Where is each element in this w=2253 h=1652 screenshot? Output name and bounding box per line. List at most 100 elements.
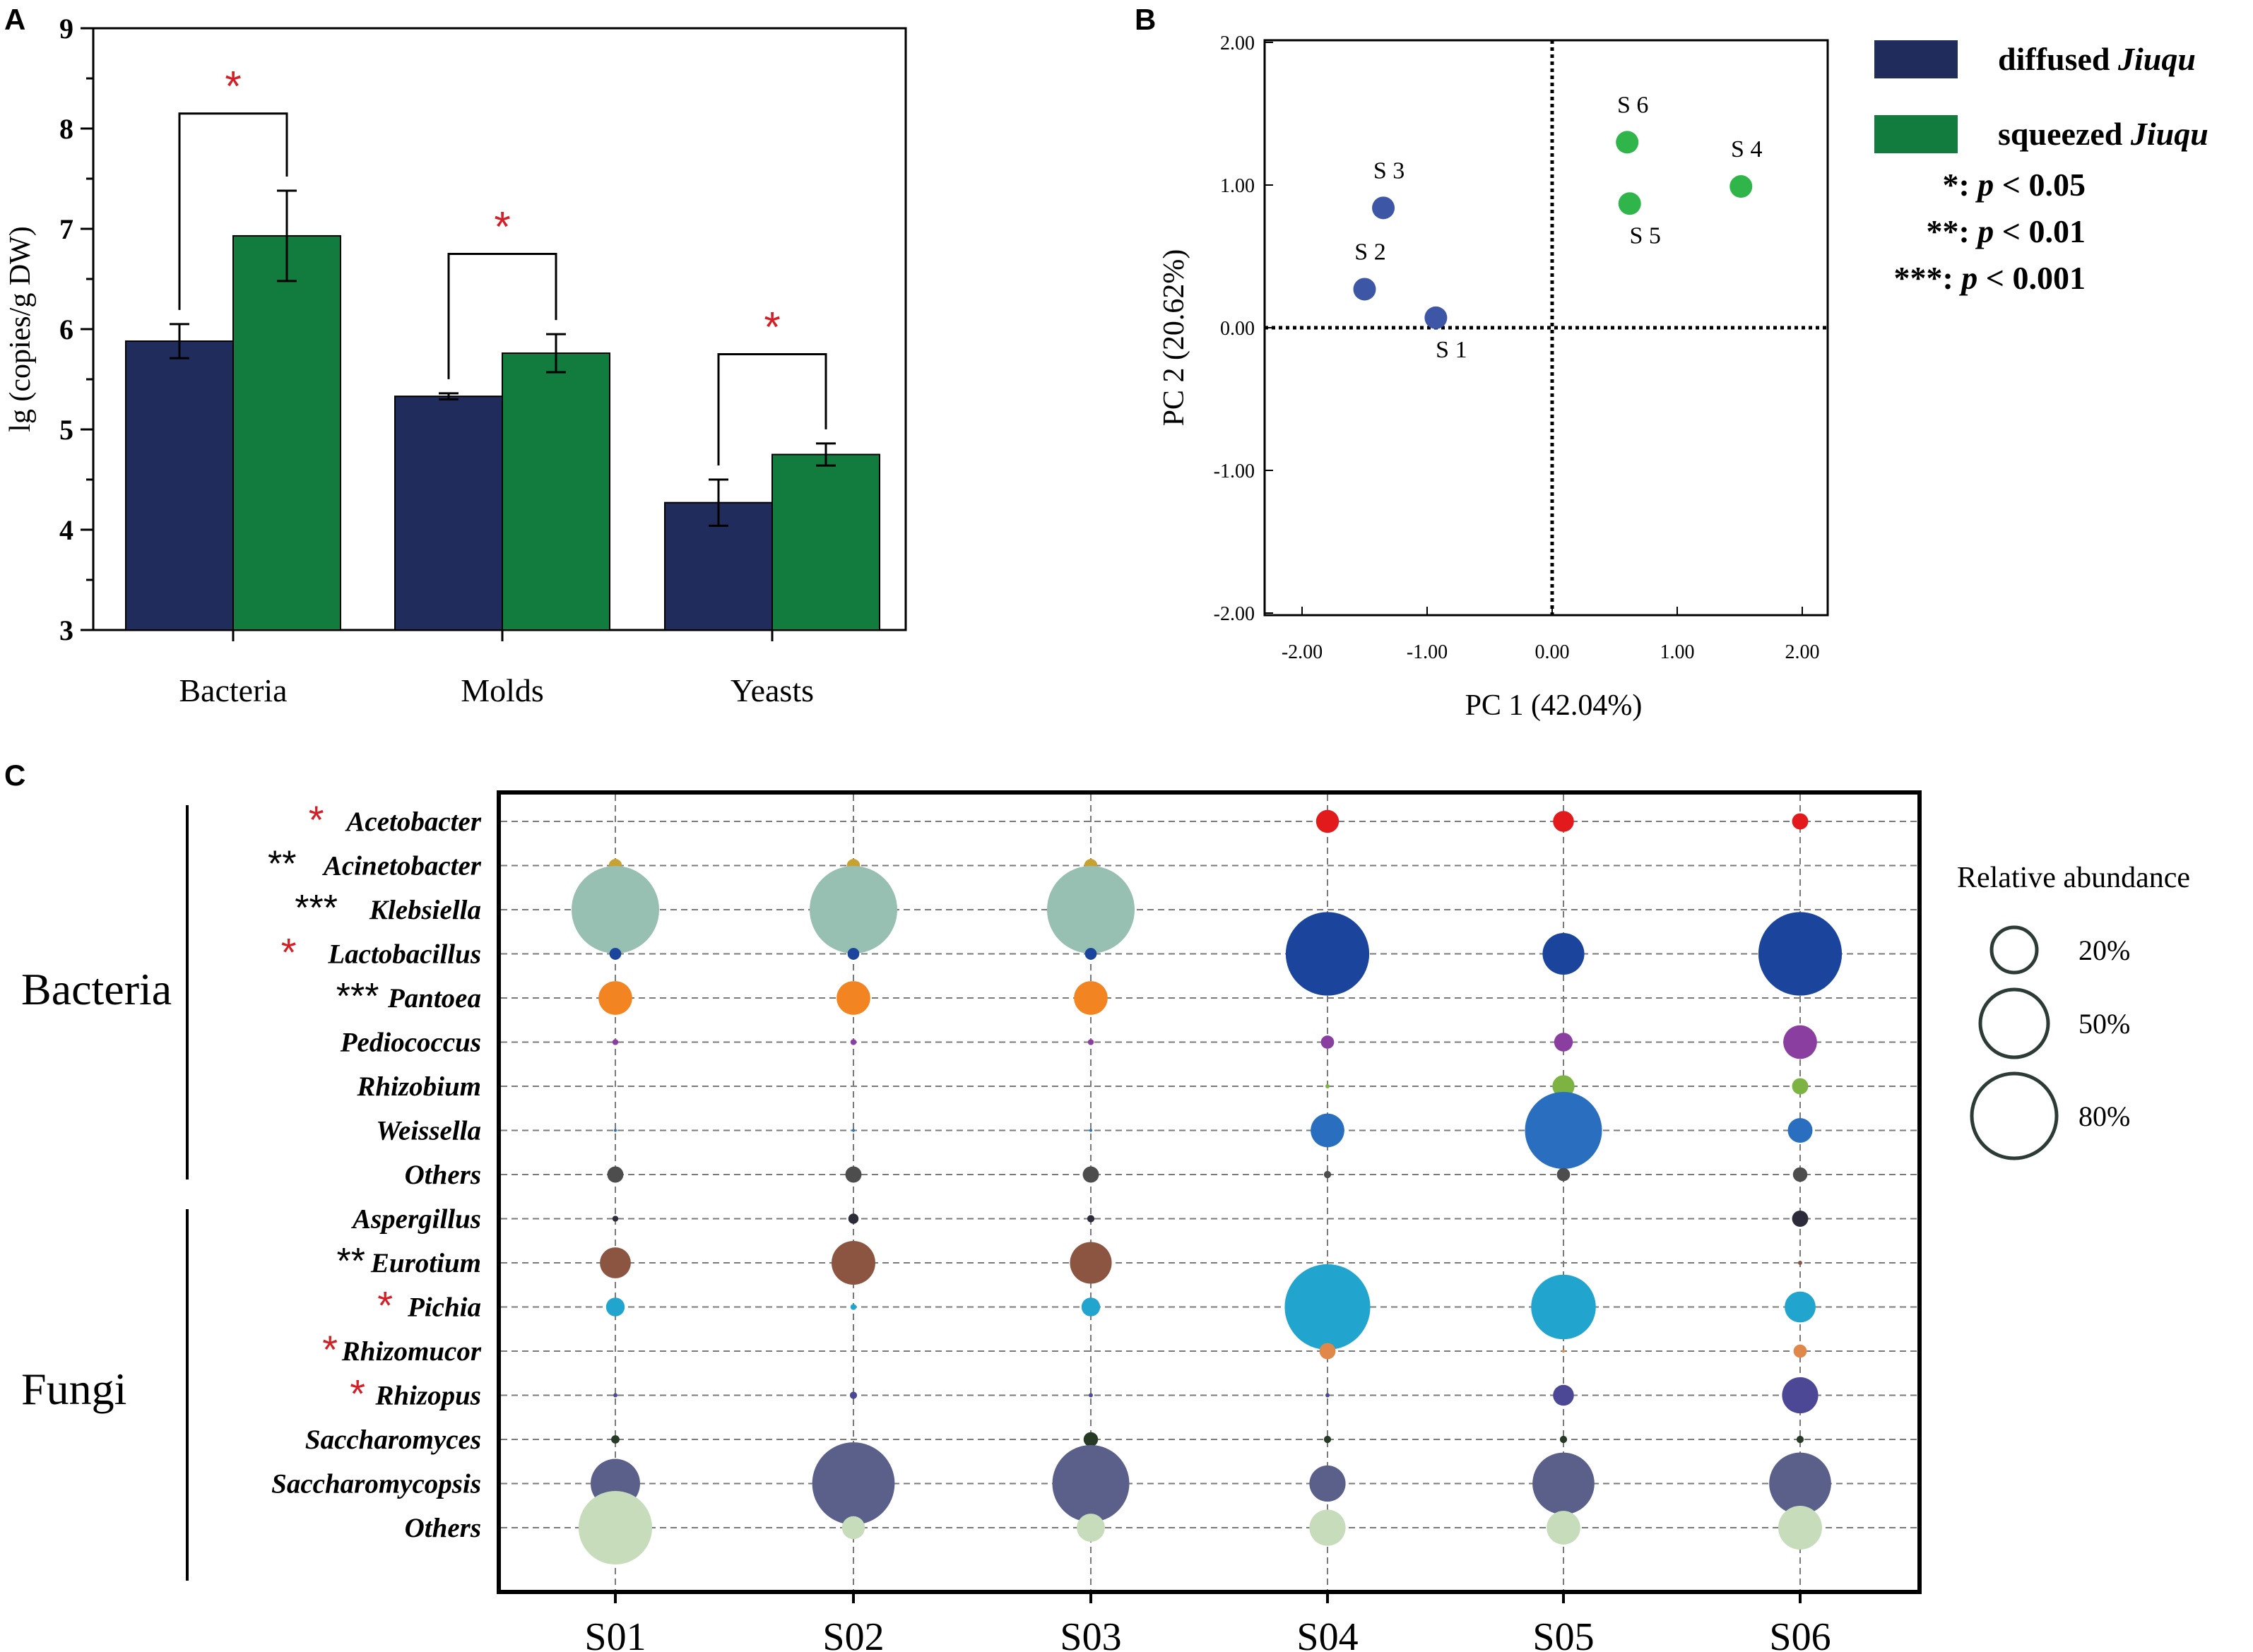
abundance-bubble [1785, 1291, 1816, 1323]
y-tick-label-a: 3 [59, 614, 73, 646]
pvalue-stars: *: [1942, 167, 1977, 203]
abundance-bubble [1792, 813, 1809, 830]
taxon-label: Saccharomyces [305, 1425, 481, 1455]
taxon-label: Acinetobacter [321, 851, 482, 881]
abundance-bubble [1559, 1435, 1568, 1444]
taxon-label: Pediococcus [340, 1028, 481, 1058]
abundance-bubble [1778, 1506, 1822, 1550]
abundance-bubble [1311, 1113, 1344, 1148]
pca-point-label: S 3 [1373, 158, 1405, 184]
y-axis-label-a: lg (copies/g DW) [4, 226, 37, 432]
abundance-bubble [1796, 1435, 1804, 1444]
size-legend-label: 80% [2078, 1100, 2130, 1132]
x-tick-label-b: -1.00 [1407, 641, 1448, 663]
size-legend-label: 20% [2078, 934, 2130, 966]
category-label: Bacteria [179, 672, 287, 708]
abundance-bubble [1089, 1129, 1093, 1132]
abundance-bubble [1089, 1393, 1093, 1398]
pvalue-threshold: < 0.001 [1977, 260, 2086, 296]
bar-diffused [125, 340, 234, 631]
taxon-significance: * [377, 1283, 393, 1328]
taxon-significance: * [309, 797, 324, 842]
abundance-bubble [607, 1166, 624, 1183]
taxon-significance: ** [268, 844, 296, 885]
x-tick-label-b: -2.00 [1282, 641, 1323, 663]
group-label-bacteria: Bacteria [21, 964, 172, 1014]
bar-diffused [394, 396, 503, 631]
bar-squeezed [232, 234, 341, 631]
abundance-bubble [1792, 1078, 1809, 1095]
grid-c [501, 795, 1917, 1590]
taxon-label: Eurotium [370, 1248, 481, 1278]
bar-chart-a: 3 4 5 6 7 8 9 * * * Bacteria Molds Yeasts lg (copi… [4, 13, 907, 708]
abundance-bubble [578, 1490, 653, 1565]
abundance-bubble [1325, 1084, 1330, 1088]
abundance-bubble [1792, 1211, 1809, 1227]
size-legend-label: 50% [2078, 1008, 2130, 1040]
abundance-bubble [836, 981, 870, 1015]
pvalue-threshold: < 0.01 [1994, 213, 2086, 249]
abundance-bubble [1758, 912, 1843, 996]
abundance-bubble [1077, 1514, 1105, 1542]
abundance-bubble [1554, 1033, 1573, 1052]
abundance-bubble [812, 1442, 895, 1525]
legend-label: squeezed Jiuqu [1998, 116, 2208, 152]
taxon-significance: * [281, 930, 297, 975]
abundance-bubble [600, 1247, 631, 1278]
abundance-bubble [1525, 1091, 1602, 1170]
abundance-bubble [1323, 1435, 1332, 1444]
taxon-label: Weissella [376, 1116, 481, 1146]
significance-bracket [717, 353, 827, 465]
bubble-chart-c: Acetobacter*Acinetobacter**Klebsiella***… [21, 790, 2190, 1652]
legend-label-italic: Jiuqu [2130, 116, 2208, 152]
category-label: Yeasts [731, 672, 814, 708]
pca-point-label: S 6 [1617, 92, 1648, 118]
y-tick-label-a: 7 [59, 213, 73, 245]
abundance-bubble [1532, 1452, 1595, 1515]
points-b: S 1 S 2 S 3 S 4 S 5 S 6 [1353, 92, 1762, 363]
abundance-bubble [1052, 1444, 1130, 1523]
abundance-bubble [850, 1039, 857, 1045]
y-axis-label-b: PC 2 (20.62%) [1158, 249, 1190, 427]
pca-point [1353, 278, 1376, 301]
taxon-label: Rhizomucor [341, 1336, 482, 1367]
taxon-label: Aspergillus [350, 1204, 481, 1235]
pvalue-threshold: < 0.05 [1994, 167, 2086, 203]
legend: diffused Jiuqu squeezed Jiuqu *: p < 0.05 *… [1874, 40, 2208, 296]
pvalue-p: p [1975, 213, 1994, 249]
significance-star: * [225, 63, 241, 110]
abundance-bubble [613, 1393, 617, 1398]
pca-point [1618, 192, 1641, 215]
taxon-significance: * [350, 1372, 365, 1416]
category-label: Molds [461, 672, 544, 708]
pca-point-label: S 1 [1436, 337, 1467, 363]
taxon-label: Pantoea [387, 983, 481, 1014]
abundance-bubble [1087, 1039, 1094, 1045]
abundance-bubble [1792, 1167, 1808, 1182]
y-tick-label-b: 1.00 [1220, 175, 1255, 197]
panel-label-a: A [4, 3, 25, 36]
abundance-bubble [1082, 1166, 1099, 1183]
abundance-bubble [1074, 981, 1108, 1015]
abundance-bubble [1084, 948, 1097, 960]
sample-label: S06 [1769, 1615, 1831, 1652]
bar-squeezed [502, 352, 610, 631]
pvalue-stars: ***: [1893, 260, 1961, 296]
size-legend-title: Relative abundance [1957, 862, 2190, 894]
taxon-significance: * [322, 1327, 338, 1372]
axes-frame-b [1263, 39, 1829, 617]
legend-label-italic: Jiuqu [2117, 41, 2196, 77]
pvalue-p: p [1958, 260, 1977, 296]
y-tick-label-b: 2.00 [1220, 32, 1255, 54]
taxon-label: Klebsiella [369, 895, 481, 925]
sample-label: S04 [1296, 1615, 1358, 1652]
significance-bracket [178, 112, 288, 310]
significance-star: * [494, 203, 510, 251]
abundance-bubble [848, 1213, 859, 1224]
abundance-bubble [1783, 1025, 1817, 1059]
x-axis-c: S01 S02 S03 S04 S05 S06 [584, 1592, 1831, 1652]
abundance-bubble [1309, 1465, 1346, 1502]
row-labels-c: Acetobacter*Acinetobacter**Klebsiella***… [268, 797, 482, 1543]
legend-label: diffused Jiuqu [1998, 41, 2196, 77]
